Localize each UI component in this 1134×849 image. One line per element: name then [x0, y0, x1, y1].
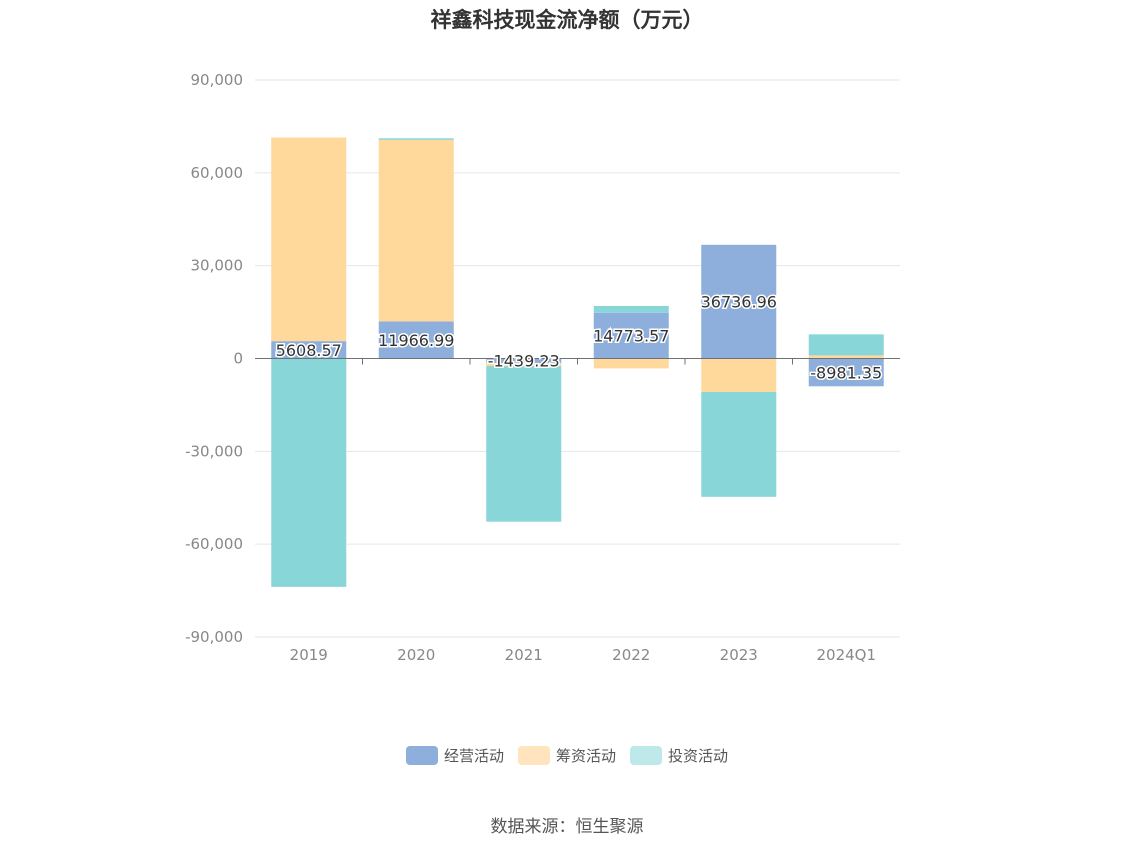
- legend-item-operating[interactable]: 经营活动: [405, 745, 504, 766]
- x-tick-label: 2020: [397, 646, 435, 664]
- bar-financing-2024Q1: [808, 355, 884, 359]
- x-tick-label: 2024Q1: [816, 646, 876, 664]
- bar-investing-2022: [593, 305, 669, 313]
- legend-swatch-investing: [630, 746, 662, 765]
- bar-financing-2022: [593, 358, 669, 369]
- bar-operating-2022: [593, 312, 669, 359]
- bar-investing-2020: [378, 138, 454, 140]
- chart-title: 祥鑫科技现金流净额（万元）: [430, 8, 704, 32]
- chart-legend: 经营活动 筹资活动 投资活动: [0, 745, 1134, 766]
- data-label-2024Q1: -8981.35: [810, 363, 882, 382]
- legend-swatch-financing: [517, 746, 550, 765]
- legend-label-financing: 筹资活动: [555, 747, 616, 765]
- data-label-2022: 14773.57: [593, 327, 669, 346]
- y-tick-label: -60,000: [185, 535, 243, 553]
- x-tick-label: 2023: [720, 646, 758, 664]
- data-label-2019: 5608.57: [276, 341, 342, 360]
- data-source: 数据来源：恒生聚源: [490, 817, 644, 837]
- y-tick-label: 60,000: [191, 164, 244, 182]
- bar-financing-2019: [271, 137, 347, 342]
- y-tick-label: -90,000: [185, 628, 243, 646]
- data-label-2023: 36736.96: [701, 293, 777, 312]
- legend-item-investing[interactable]: 投资活动: [630, 745, 728, 766]
- bar-financing-2023: [701, 358, 777, 392]
- bar-financing-2020: [378, 139, 454, 322]
- bar-operating-2021: [486, 358, 562, 363]
- bar-operating-2023: [701, 244, 777, 359]
- x-tick-label: 2021: [505, 646, 543, 664]
- x-tick-label: 2019: [290, 646, 328, 664]
- y-tick-label: 90,000: [191, 71, 244, 89]
- y-tick-label: -30,000: [185, 442, 243, 460]
- bar-investing-2024Q1: [808, 334, 884, 356]
- bar-operating-2019: [271, 341, 347, 359]
- bar-operating-2020: [378, 321, 454, 359]
- legend-label-operating: 经营活动: [443, 747, 504, 765]
- y-tick-label: 0: [233, 350, 243, 368]
- legend-item-financing[interactable]: 筹资活动: [517, 745, 616, 766]
- x-tick-label: 2022: [612, 646, 650, 664]
- legend-label-investing: 投资活动: [668, 747, 729, 765]
- bar-investing-2019: [271, 358, 347, 587]
- data-label-2020: 11966.99: [378, 331, 454, 350]
- legend-swatch-operating: [405, 746, 438, 765]
- bar-investing-2021: [486, 366, 562, 522]
- bar-operating-2024Q1: [808, 358, 884, 387]
- bar-investing-2023: [701, 391, 777, 497]
- data-label-2021: -1439.23: [488, 352, 560, 371]
- y-tick-label: 30,000: [191, 257, 244, 275]
- bar-financing-2021: [486, 362, 562, 367]
